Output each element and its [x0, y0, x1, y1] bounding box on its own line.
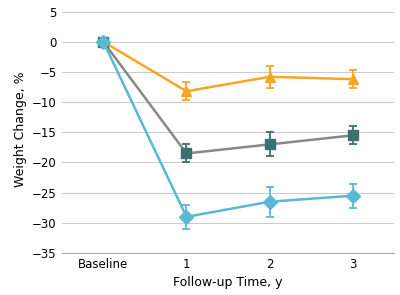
X-axis label: Follow-up Time, y: Follow-up Time, y: [173, 276, 283, 289]
Y-axis label: Weight Change, %: Weight Change, %: [14, 71, 26, 187]
